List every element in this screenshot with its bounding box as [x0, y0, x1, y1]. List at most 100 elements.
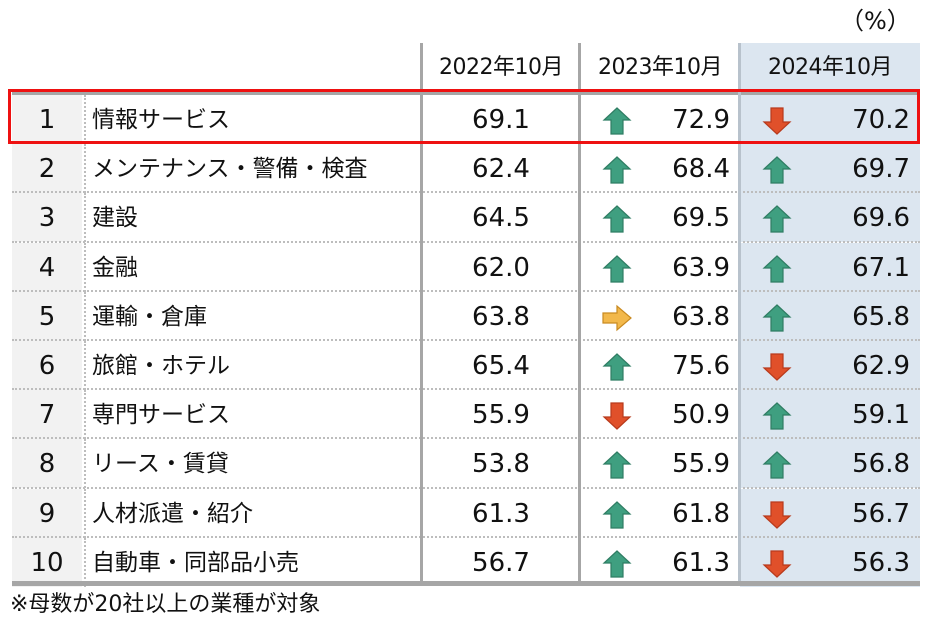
value-2024: 62.9 [852, 350, 910, 381]
value-2023: 55.9 [672, 449, 730, 480]
arrow-up-icon [602, 353, 632, 381]
arrow-up-icon [762, 156, 792, 184]
value-2023-cell: 50.9 [580, 390, 740, 439]
arrow-down-icon [762, 500, 792, 529]
industry-cell: 旅館・ホテル [84, 340, 422, 390]
value-2024-cell: 67.1 [740, 242, 920, 292]
value-2022-cell: 56.7 [472, 547, 530, 578]
arrow-up-icon [762, 205, 792, 233]
table-row: 6 旅館・ホテル 65.4 75.6 62.9 [12, 340, 920, 391]
value-2024: 56.8 [852, 449, 910, 480]
value-2024-cell: 69.6 [740, 193, 920, 243]
table-row: 7 専門サービス 55.9 50.9 59.1 [12, 390, 920, 440]
rank-cell: 4 [12, 242, 82, 292]
industry-cell: リース・賃貸 [84, 439, 422, 489]
table-header: 2022年10月 2023年10月 2024年10月 [12, 43, 920, 91]
value-2023: 61.3 [672, 547, 730, 578]
value-2022-cell: 62.4 [472, 154, 530, 185]
value-2023-cell: 63.9 [580, 243, 740, 292]
value-2024-cell: 59.1 [740, 390, 920, 440]
value-2024: 69.6 [852, 203, 910, 234]
industry-cell: 情報サービス [84, 95, 422, 144]
value-2023: 61.8 [672, 498, 730, 529]
arrow-up-icon [602, 451, 632, 479]
rank-cell: 3 [12, 193, 82, 243]
value-2024: 56.3 [852, 547, 910, 578]
value-2024: 59.1 [852, 400, 910, 431]
rank-cell: 7 [12, 390, 82, 440]
arrow-down-icon [762, 353, 792, 381]
value-2023-cell: 55.9 [580, 439, 740, 488]
industry-cell: メンテナンス・警備・検査 [84, 144, 422, 194]
arrow-up-icon [602, 500, 632, 529]
unit-label: （%） [840, 7, 911, 35]
header-2022: 2022年10月 [439, 55, 563, 80]
value-2022-cell: 64.5 [472, 203, 530, 234]
arrow-up-icon [602, 205, 632, 233]
value-2022-cell: 55.9 [472, 400, 530, 431]
value-2024-cell: 70.2 [740, 95, 920, 144]
value-2023-cell: 68.4 [580, 144, 740, 193]
value-2024-cell: 56.3 [740, 537, 920, 587]
arrow-down-icon [602, 402, 632, 430]
rank-cell: 9 [12, 488, 82, 538]
table-row: 3 建設 64.5 69.5 69.6 [12, 193, 920, 243]
value-2023: 50.9 [672, 400, 730, 431]
footnote: ※母数が20社以上の業種が対象 [10, 592, 321, 617]
value-2024: 69.7 [852, 154, 910, 185]
table-row: 8 リース・賃貸 53.8 55.9 56.8 [12, 439, 920, 489]
column-divider [578, 43, 581, 583]
arrow-up-icon [762, 402, 792, 430]
table-row: 2 メンテナンス・警備・検査 62.4 68.4 69.7 [12, 144, 920, 194]
arrow-up-icon [762, 451, 792, 479]
arrow-up-icon [602, 156, 632, 184]
value-2024-cell: 69.7 [740, 144, 920, 194]
value-2024-cell: 62.9 [740, 340, 920, 390]
industry-cell: 専門サービス [84, 390, 422, 440]
value-2023-cell: 72.9 [580, 95, 740, 144]
value-2023: 63.9 [672, 252, 730, 283]
arrow-up-icon [602, 107, 632, 135]
industry-cell: 金融 [84, 242, 422, 292]
value-2022-cell: 65.4 [472, 350, 530, 381]
value-2023-cell: 63.8 [580, 292, 740, 341]
value-2022-cell: 63.8 [472, 301, 530, 332]
value-2023: 72.9 [672, 105, 730, 135]
value-2024-cell: 65.8 [740, 291, 920, 341]
value-2024-cell: 56.8 [740, 439, 920, 489]
rank-cell: 5 [12, 291, 82, 341]
table-row: 9 人材派遣・紹介 61.3 61.8 56.7 [12, 488, 920, 538]
arrow-up-icon [762, 254, 792, 283]
value-2023-cell: 61.8 [580, 489, 740, 538]
rank-cell: 2 [12, 144, 82, 194]
header-2024: 2024年10月 [740, 43, 920, 91]
arrow-up-icon [602, 549, 632, 578]
value-2023: 69.5 [672, 203, 730, 234]
table-bottom-border [12, 581, 920, 586]
arrow-up-icon [602, 254, 632, 283]
value-2023: 63.8 [672, 301, 730, 332]
value-2022-cell: 69.1 [472, 105, 530, 135]
industry-cell: 運輸・倉庫 [84, 291, 422, 341]
value-2023: 75.6 [672, 350, 730, 381]
value-2023-cell: 61.3 [580, 538, 740, 587]
rank-cell: 10 [12, 537, 82, 587]
industry-cell: 自動車・同部品小売 [84, 537, 422, 587]
arrow-right-icon [602, 304, 632, 332]
ranking-table: 2022年10月 2023年10月 2024年10月 1 情報サービス 69.1… [12, 43, 920, 587]
arrow-down-icon [762, 550, 792, 578]
table-row: 4 金融 62.0 63.9 67.1 [12, 242, 920, 292]
value-2023: 68.4 [672, 154, 730, 185]
rank-cell: 8 [12, 439, 82, 489]
table-row: 5 運輸・倉庫 63.8 63.8 65.8 [12, 291, 920, 342]
table-row: 10 自動車・同部品小売 56.7 61.3 56.3 [12, 537, 920, 587]
arrow-up-icon [762, 303, 792, 332]
rank-cell: 6 [12, 340, 82, 390]
value-2024: 70.2 [852, 105, 910, 135]
value-2022-cell: 53.8 [472, 449, 530, 480]
value-2023-cell: 75.6 [580, 341, 740, 390]
value-2024: 65.8 [852, 301, 910, 332]
value-2022-cell: 61.3 [472, 498, 530, 529]
industry-cell: 人材派遣・紹介 [84, 488, 422, 538]
column-divider [738, 43, 741, 583]
